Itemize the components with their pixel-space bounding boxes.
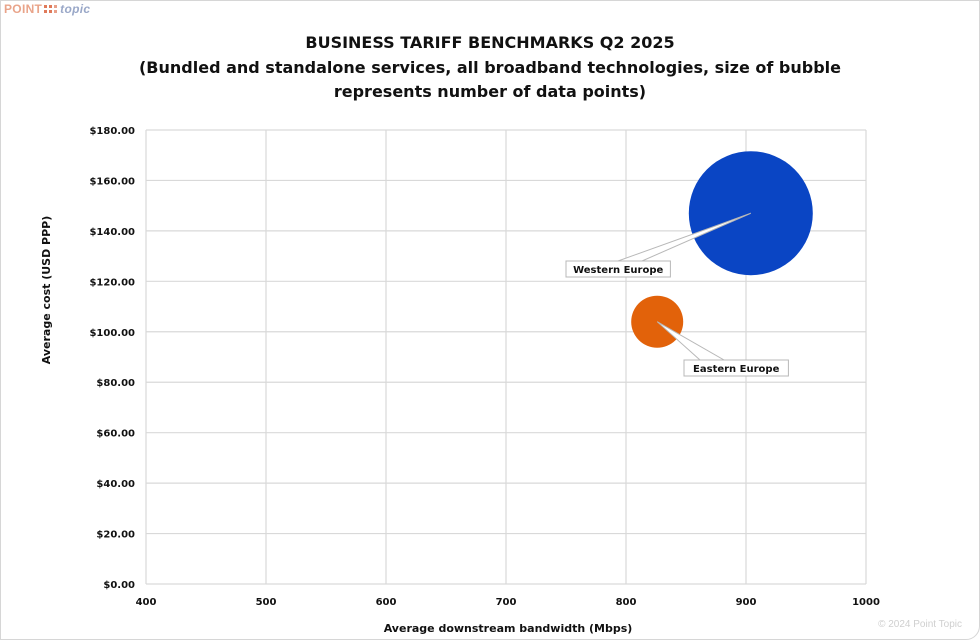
- x-axis-label: Average downstream bandwidth (Mbps): [384, 622, 633, 635]
- logo-point-text: POINT: [4, 2, 43, 16]
- chart-subtitle-line2: represents number of data points): [333, 82, 647, 101]
- y-tick-label: $140.00: [89, 227, 135, 238]
- logo-dots-icon: [44, 5, 59, 13]
- x-tick-label: 800: [616, 597, 637, 608]
- point-topic-logo: POINT topic: [4, 2, 90, 16]
- x-tick-label: 900: [736, 597, 757, 608]
- data-label-box: [683, 359, 789, 377]
- bubble-eastern-europe: Eastern Europe: [631, 295, 789, 377]
- copyright-text: © 2024 Point Topic: [878, 619, 962, 630]
- x-tick-label: 600: [376, 597, 397, 608]
- y-tick-label: $180.00: [89, 126, 135, 137]
- chart-subtitle-line1: (Bundled and standalone services, all br…: [138, 58, 842, 77]
- data-label: Western Europe: [573, 265, 663, 276]
- y-axis-ticks: $0.00 $20.00 $40.00 $60.00 $80.00 $100.00 $120…: [89, 126, 135, 591]
- x-tick-label: 500: [256, 597, 277, 608]
- y-tick-label: $100.00: [89, 328, 135, 339]
- x-tick-label: 700: [496, 597, 517, 608]
- y-tick-label: $160.00: [89, 176, 135, 187]
- logo-topic-text: topic: [60, 2, 91, 16]
- data-label: Eastern Europe: [693, 364, 780, 375]
- y-tick-label: $20.00: [96, 530, 135, 541]
- y-tick-label: $0.00: [103, 580, 135, 591]
- bubbles: Western Europe Eastern Europe: [565, 151, 813, 377]
- y-tick-label: $80.00: [96, 378, 135, 389]
- y-tick-label: $60.00: [96, 429, 135, 440]
- y-tick-label: $120.00: [89, 277, 135, 288]
- y-tick-label: $40.00: [96, 479, 135, 490]
- x-tick-label: 1000: [852, 597, 880, 608]
- x-tick-label: 400: [136, 597, 157, 608]
- data-label-box: [565, 260, 671, 278]
- chart-title: BUSINESS TARIFF BENCHMARKS Q2 2025: [305, 33, 675, 52]
- x-axis-ticks: 400 500 600 700 800 900 1000: [136, 597, 880, 608]
- y-axis-label: Average cost (USD PPP): [40, 216, 53, 365]
- bubble-western-europe: Western Europe: [565, 151, 813, 278]
